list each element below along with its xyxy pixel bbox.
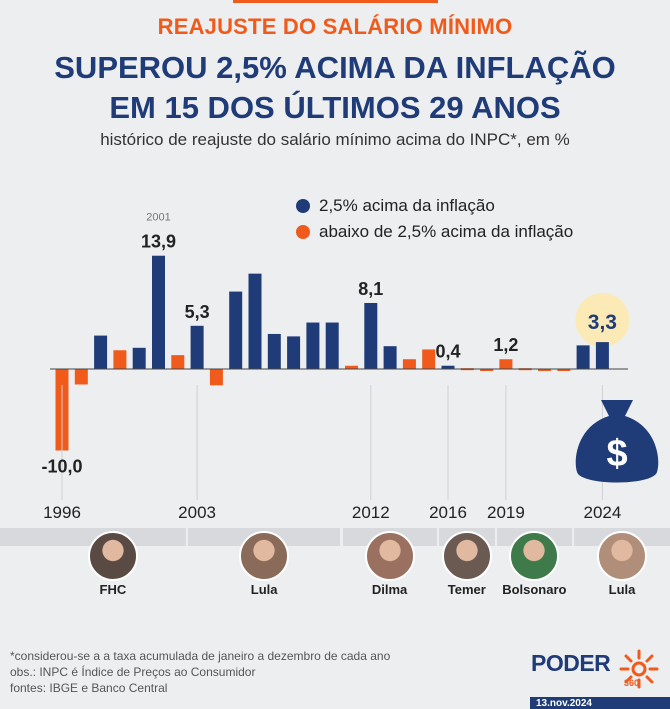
bar-1998 [94,335,108,369]
x-tick-1996: 1996 [43,503,81,522]
legend-label-below: abaixo de 2,5% acima da inflação [319,222,574,241]
president-avatar [364,531,415,581]
legend-dot-blue [296,199,310,213]
chart-subtitle: histórico de reajuste do salário mínimo … [100,130,570,149]
footnote-obs: obs.: INPC é Índice de Preços ao Consumi… [10,665,256,679]
president-term-band [0,528,186,546]
president-name: Lula [608,582,636,597]
bar-2015 [422,349,436,369]
footnote-method: *considerou-se a a taxa acumulada de jan… [10,649,391,663]
president-name: FHC [99,582,127,597]
bar-2018 [480,369,494,371]
bar-2016 [441,365,455,369]
highlight-circle [575,293,630,347]
data-label-1996: -10,0 [41,457,82,477]
bar-2002 [171,355,185,369]
president-name: Lula [250,582,278,597]
legend-label-above: 2,5% acima da inflação [319,196,495,215]
president-avatar [597,531,648,581]
bar-2022 [557,369,571,371]
kicker: REAJUSTE DO SALÁRIO MÍNIMO [157,14,513,39]
money-bag-icon: $ [575,400,659,483]
brand-sun-icon [619,649,659,689]
brand-logo-text: PODER [531,650,611,676]
headline-line-1: SUPEROU 2,5% ACIMA DA INFLAÇÃO [54,50,616,85]
bar-2005 [229,291,243,369]
president-avatar [509,531,560,581]
data-label-2016: 0,4 [435,342,460,362]
bar-2001 [152,255,165,369]
brand-sub: 360 [624,678,640,688]
bar-2014 [402,359,416,369]
data-label-2001: 13,9 [141,232,176,252]
data-label-2012: 8,1 [358,279,383,299]
bar-2019 [499,359,513,369]
footnote-sources: fontes: IBGE e Banco Central [10,681,168,695]
bar-2007 [267,333,281,369]
bar-2006 [248,273,262,369]
bar-2011 [345,365,358,369]
president-name: Bolsonaro [502,582,567,597]
bar-2008 [287,336,301,369]
bar-1999 [113,350,127,369]
legend-item-below: abaixo de 2,5% acima da inflação [296,222,573,242]
bar-chart: 1996 2003 2012 2016 2019 2024 -10,0 13,9 5,3 8,1 0… [41,212,659,522]
annotation-2001: 2001 [146,212,170,224]
legend-dot-orange [296,225,310,239]
top-accent-rule [233,0,438,3]
bar-2004 [209,369,223,386]
bar-2012 [364,302,378,369]
bar-2003 [190,325,204,369]
bar-2009 [306,322,320,369]
publication-date: 13.nov.2024 [530,697,670,709]
bar-1997 [74,369,88,385]
x-tick-2003: 2003 [178,503,216,522]
president-name: Temer [447,582,486,597]
x-tick-2016: 2016 [429,503,467,522]
headline-line-2: EM 15 DOS ÚLTIMOS 29 ANOS [109,90,561,125]
president-avatar [441,531,492,581]
x-tick-2012: 2012 [352,503,390,522]
bar-2024 [595,342,609,369]
president-avatar [87,531,138,581]
bar-2000 [132,347,146,369]
president-name: Dilma [371,582,408,597]
president-avatar [239,531,290,581]
x-tick-2024: 2024 [583,503,621,522]
bar-2013 [383,346,397,369]
svg-text:$: $ [606,433,627,475]
bar-2023 [576,345,590,369]
bar-2021 [538,369,551,371]
bar-2010 [325,322,339,369]
data-label-2003: 5,3 [185,302,210,322]
legend-item-above: 2,5% acima da inflação [296,196,495,216]
data-label-2019: 1,2 [493,335,518,355]
x-tick-2019: 2019 [487,503,525,522]
data-label-2024: 3,3 [588,311,617,334]
